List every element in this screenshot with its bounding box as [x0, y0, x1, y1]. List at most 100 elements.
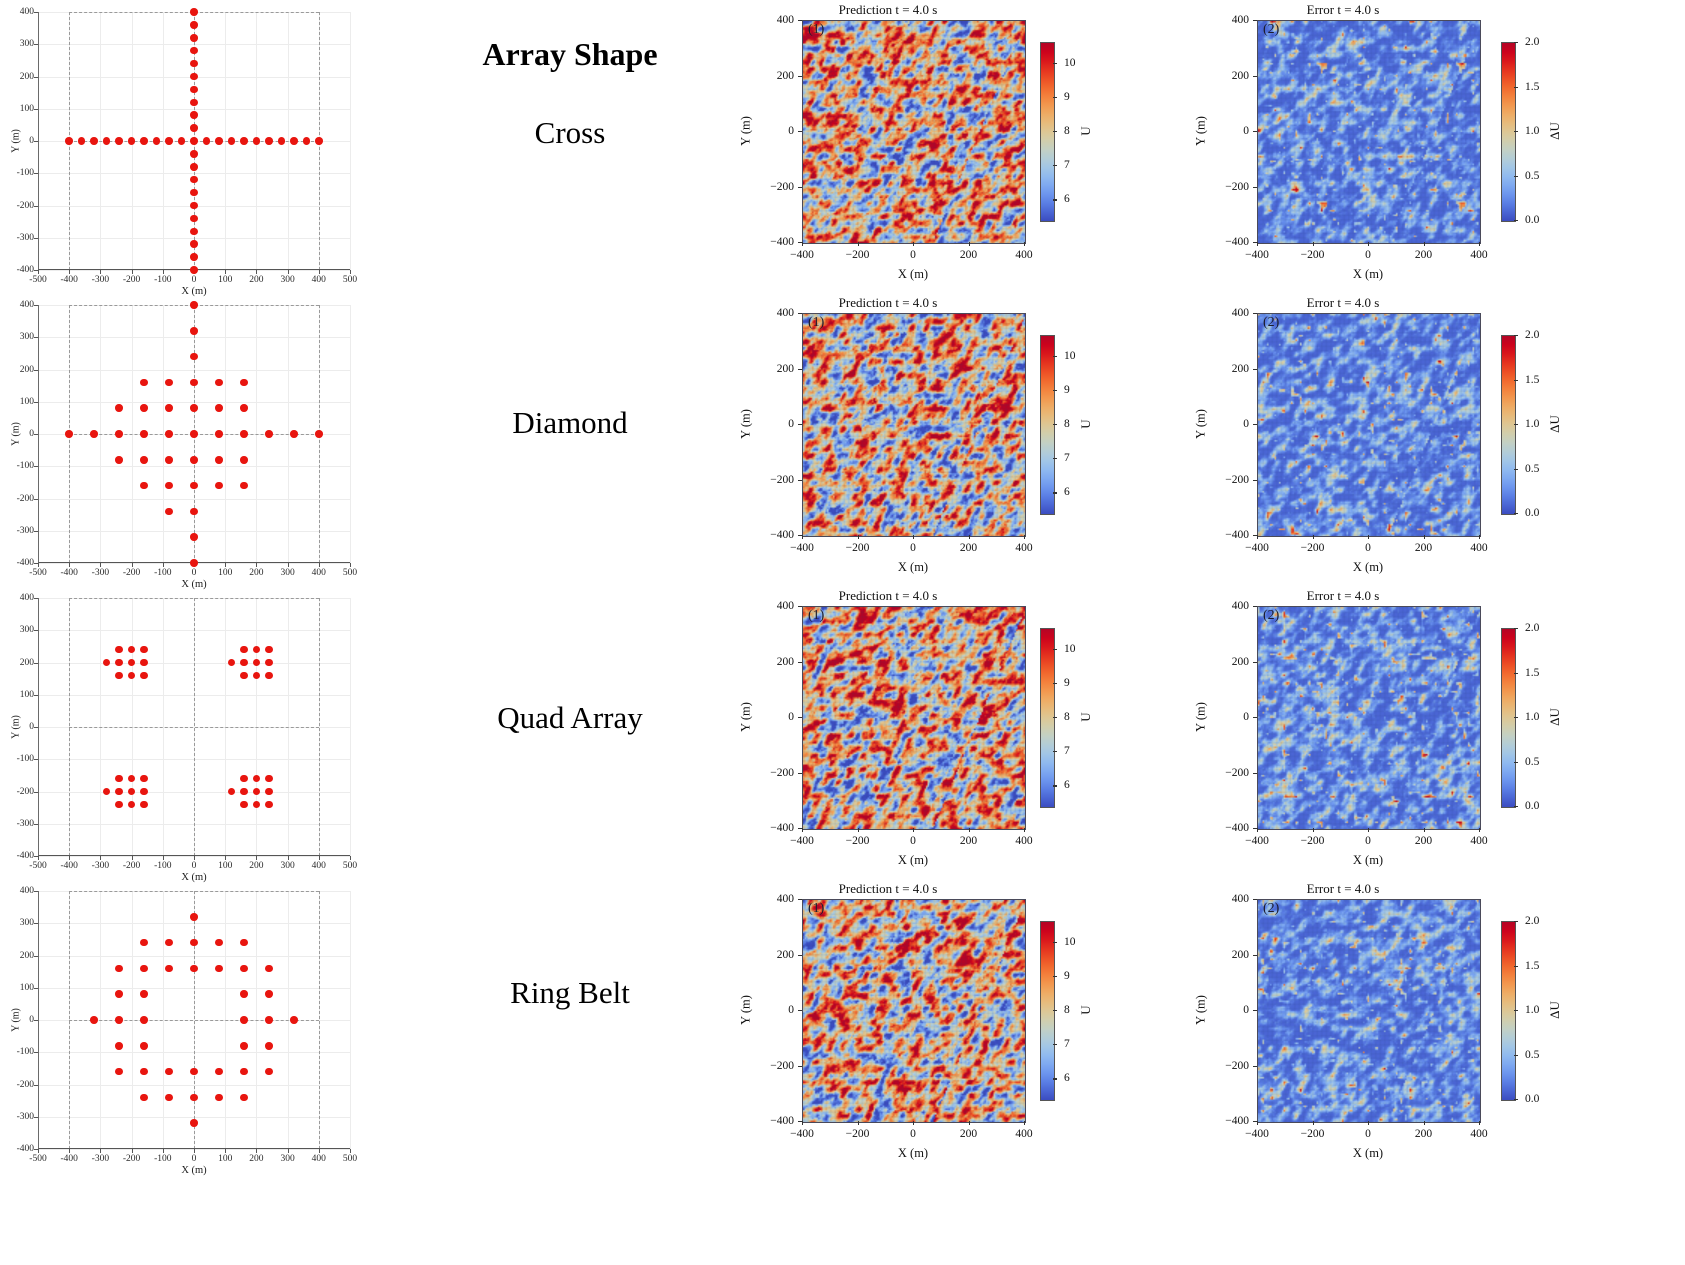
x-tick-mark [69, 856, 71, 860]
heatmap-y-tick-mark [798, 20, 802, 22]
heatmap-y-tick-mark [1253, 772, 1257, 774]
x-tick-label: 200 [249, 1154, 264, 1164]
heatmap-x-tick-label: −200 [1300, 835, 1325, 847]
x-tick-mark [100, 563, 102, 567]
colorbar-tick-label: 8 [1064, 125, 1070, 137]
x-tick-mark [194, 1149, 195, 1153]
sensor-point [115, 658, 123, 667]
sensor-point [215, 481, 223, 490]
sensor-point [240, 456, 248, 464]
sensor-point [265, 645, 273, 654]
heatmap-y-tick-label: 0 [1243, 418, 1249, 430]
y-tick-mark [34, 434, 38, 435]
heatmap-y-tick-mark [1253, 186, 1257, 188]
colorbar-tick-mark [1514, 335, 1518, 337]
sensor-point [265, 430, 273, 438]
colorbar-tick-label: 8 [1064, 1004, 1070, 1016]
sensor-point [215, 430, 223, 438]
y-tick-label: -100 [16, 754, 34, 765]
heatmap-x-tick-label: 0 [910, 1128, 916, 1140]
heatmap-x-tick-label: 200 [1414, 835, 1433, 847]
heatmap-x-tick-mark [1257, 1121, 1259, 1125]
sensor-point [140, 774, 148, 783]
sensor-point [265, 658, 273, 667]
sensor-point [140, 787, 148, 796]
gridline-vertical [350, 305, 351, 563]
heatmap-x-tick-mark [913, 242, 915, 246]
y-tick-mark [34, 270, 38, 271]
heatmap-x-tick-mark [1257, 535, 1259, 539]
sensor-point [140, 404, 148, 412]
row-label-ring-belt: Ring Belt [510, 975, 630, 1010]
x-tick-mark [350, 856, 351, 860]
heatmap-y-tick-label: −400 [770, 529, 794, 541]
sensor-point [190, 456, 198, 464]
scatter-plot-area: -400 -300 -200 -100 0 100 200 300 400 -500 -400 -30… [17, 300, 358, 590]
sensor-point [165, 430, 173, 438]
sensor-point [165, 404, 173, 412]
heatmap-y-tick-label: 0 [788, 711, 794, 723]
sensor-point [115, 964, 123, 973]
heatmap-x-tick-label: 400 [1470, 542, 1488, 554]
heatmap-x-tick-label: 0 [910, 542, 916, 554]
x-tick-mark [350, 563, 351, 567]
colorbar-tick-mark [1053, 751, 1057, 753]
sensor-point [140, 938, 148, 947]
heatmap-x-axis-label: X (m) [1352, 853, 1384, 867]
heatmap-y-tick-label: −200 [1225, 1059, 1249, 1072]
x-tick-label: 200 [249, 568, 264, 578]
x-tick-label: -300 [91, 861, 110, 871]
colorbar-tick-label: 1.5 [1525, 80, 1540, 93]
sensor-point [152, 137, 161, 145]
colorbar-tick-label: 7 [1064, 159, 1070, 172]
sensor-point [140, 1067, 148, 1076]
y-tick-label: -300 [16, 232, 34, 243]
sensor-point [102, 137, 111, 145]
x-tick-label: -200 [122, 568, 141, 578]
heatmap-x-axis-label: X (m) [897, 1146, 929, 1160]
sensor-point [240, 137, 248, 145]
heatmap-x-tick-mark [802, 1121, 804, 1125]
row-label-diamond: Diamond [512, 405, 628, 440]
sensor-point [265, 137, 273, 145]
colorbar-tick-mark [1053, 458, 1057, 460]
sensor-point [115, 430, 123, 438]
sensor-point [165, 1093, 173, 1102]
x-tick-mark [225, 1149, 227, 1153]
heatmap-x-tick-mark [802, 242, 804, 246]
heatmap-image [1258, 900, 1480, 1122]
array-layout-panel-diamond: -400 -300 -200 -100 0 100 200 300 400 -500 -400 -30… [0, 293, 360, 590]
sensor-point [90, 1016, 98, 1024]
heatmap-x-tick-mark [913, 828, 915, 832]
sensor-point [240, 404, 248, 412]
x-tick-label: 100 [218, 568, 233, 578]
x-tick-mark [100, 856, 102, 860]
sensor-point [190, 253, 198, 261]
sensor-point [115, 990, 123, 998]
y-tick-mark [34, 923, 38, 925]
sensor-point [190, 430, 198, 438]
colorbar-tick-label: 6 [1064, 193, 1070, 206]
y-tick-label: 200 [19, 71, 34, 82]
heatmap-x-tick-label: 0 [910, 835, 916, 847]
sensor-point [115, 787, 123, 796]
heatmap-y-tick-mark [1253, 954, 1257, 956]
row-label-quad-array: Quad Array [497, 700, 643, 735]
y-tick-mark [34, 237, 38, 239]
colorbar-axis-label: ΔU [1547, 122, 1562, 140]
heatmap-x-tick-mark [1257, 828, 1259, 832]
colorbar-tick-label: 7 [1064, 1038, 1070, 1051]
y-tick-mark [34, 1084, 38, 1086]
heatmap-y-tick-mark [798, 131, 802, 133]
heatmap-x-tick-mark [857, 828, 859, 832]
sensor-point [190, 124, 198, 132]
sensor-point [190, 85, 198, 94]
heatmap-y-tick-mark [798, 772, 802, 774]
heatmap-panel-err-diamond: Error t = 4.0 s (2) −400 −200 0 200 400 −400 −20… [1194, 293, 1563, 583]
sensor-point [190, 378, 198, 387]
domain-boundary-right [318, 891, 320, 1149]
x-tick-mark [100, 270, 102, 274]
x-tick-label: 500 [342, 861, 358, 871]
colorbar-tick-mark [1514, 1099, 1518, 1101]
heatmap-x-tick-label: −200 [845, 835, 870, 847]
